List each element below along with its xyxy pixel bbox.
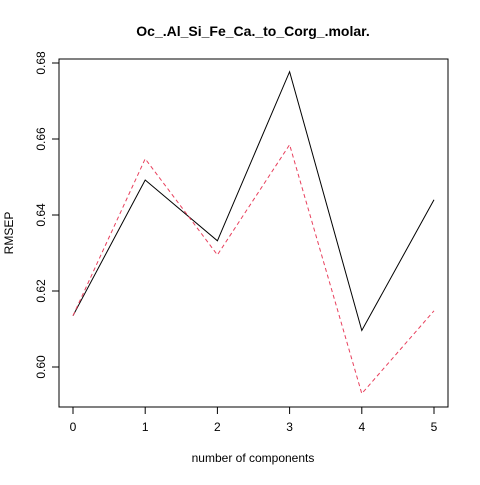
- x-tick-label: 2: [214, 420, 221, 434]
- y-tick-label: 0.68: [34, 51, 48, 75]
- x-tick-label: 4: [358, 420, 365, 434]
- y-tick-label: 0.60: [34, 355, 48, 379]
- chart-title: Oc_.Al_Si_Fe_Ca._to_Corg_.molar.: [136, 23, 369, 39]
- axes: 0 1 2 3 4 5 0.60 0.62 0.64 0.66 0.68: [34, 51, 438, 434]
- y-tick-label: 0.62: [34, 279, 48, 303]
- y-tick-label: 0.66: [34, 127, 48, 151]
- x-tick-label: 3: [286, 420, 293, 434]
- series-line-1: [72, 70, 435, 332]
- x-tick-label: 5: [431, 420, 438, 434]
- series-line-2: [72, 143, 435, 395]
- x-tick-label: 0: [70, 420, 77, 434]
- series-lines: [72, 70, 435, 395]
- x-axis-label: number of components: [192, 451, 315, 465]
- x-tick-label: 1: [142, 420, 149, 434]
- y-axis-label: RMSEP: [2, 212, 16, 255]
- y-tick-label: 0.64: [34, 203, 48, 227]
